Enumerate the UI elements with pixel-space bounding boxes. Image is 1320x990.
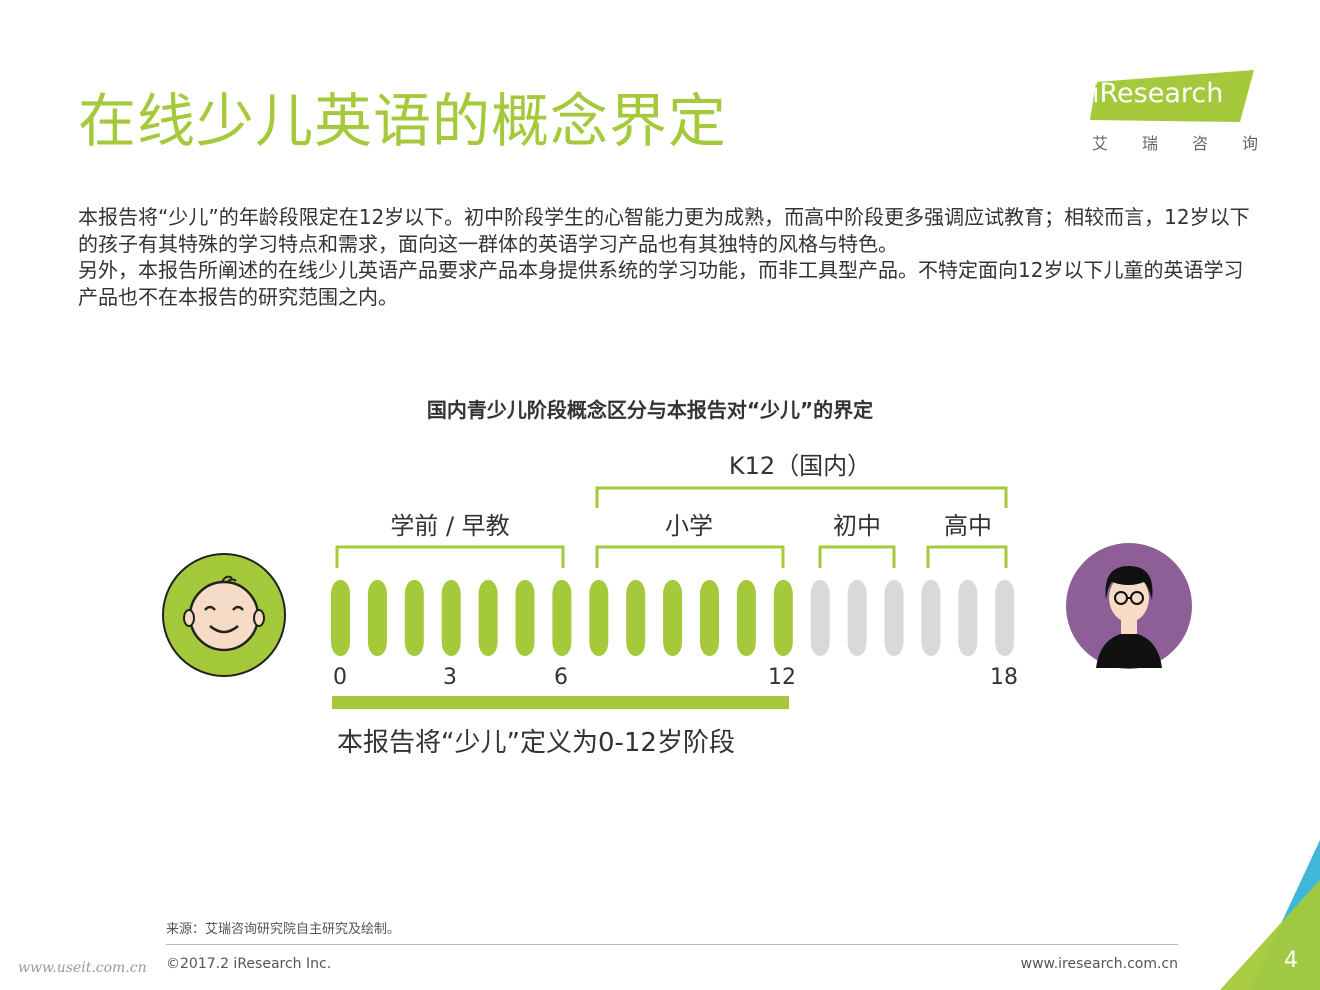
stage-label-preschool: 学前 / 早教 [390,512,509,540]
teen-avatar-icon [1066,543,1192,669]
logo-char: 询 [1241,134,1258,153]
logo-char: 瑞 [1141,134,1158,153]
year-bar-included [404,580,424,656]
year-bar-included [478,580,498,656]
source-note: 来源：艾瑞咨询研究院自主研究及绘制。 [166,922,401,937]
footer-divider [166,944,1178,945]
stage-label-junior: 初中 [833,512,881,540]
page-number: 4 [1284,948,1298,973]
year-bar-included [552,580,572,656]
defined-range-label: 本报告将“少儿”定义为0-12岁阶段 [337,728,735,758]
stage-bracket-junior [818,545,896,568]
year-bar-included [700,580,719,656]
tick-label-3: 3 [443,665,457,690]
logo-text: iResearch [1092,78,1224,109]
tick-label-6: 6 [554,665,568,690]
logo-char: 艾 [1092,134,1109,153]
watermark: www.useit.com.cn [18,960,147,976]
year-bar-included [626,580,646,656]
stage-bracket-senior [926,545,1008,568]
logo-chinese-name: 艾 瑞 咨 询 [1092,130,1258,154]
year-bar-included [663,580,683,656]
stage-bracket-primary [595,545,785,568]
intro-text: 本报告将“少儿”的年龄段限定在12岁以下。初中阶段学生的心智能力更为成熟，而高中… [78,204,1258,310]
tick-label-18: 18 [990,665,1018,690]
year-bar-included [773,580,793,656]
year-bar-included [331,580,350,656]
k12-label: K12（国内） [729,452,871,480]
copyright: ©2017.2 iResearch Inc. [166,956,332,972]
k12-bracket [595,486,1008,508]
tick-label-12: 12 [768,665,796,690]
year-bar-included [589,580,609,656]
website-link[interactable]: www.iresearch.com.cn [1020,956,1178,972]
child-avatar-icon [162,553,286,677]
diagram-title: 国内青少儿阶段概念区分与本报告对“少儿”的界定 [426,398,874,422]
year-bars [331,580,1015,656]
year-bar-included [736,580,756,656]
year-bar-excluded [810,580,830,656]
year-bar-excluded [921,580,941,656]
year-bar-excluded [884,580,904,656]
defined-range-bar [332,696,789,709]
corner-decoration [1220,840,1320,990]
year-bar-included [367,580,387,656]
year-bar-included [515,580,535,656]
tick-label-0: 0 [333,665,347,690]
intro-paragraph: 本报告将“少儿”的年龄段限定在12岁以下。初中阶段学生的心智能力更为成熟，而高中… [78,205,1250,256]
stage-label-primary: 小学 [665,512,713,540]
year-bar-excluded [958,580,978,656]
page-title: 在线少儿英语的概念界定 [78,87,728,155]
intro-paragraph: 另外，本报告所阐述的在线少儿英语产品要求产品本身提供系统的学习功能，而非工具型产… [78,258,1244,309]
logo-char: 咨 [1191,134,1208,153]
stage-label-senior: 高中 [944,512,992,540]
iresearch-logo [1090,70,1254,122]
year-bar-excluded [847,580,867,656]
year-bar-excluded [995,580,1015,656]
year-bar-included [441,580,461,656]
stage-bracket-preschool [335,545,565,568]
